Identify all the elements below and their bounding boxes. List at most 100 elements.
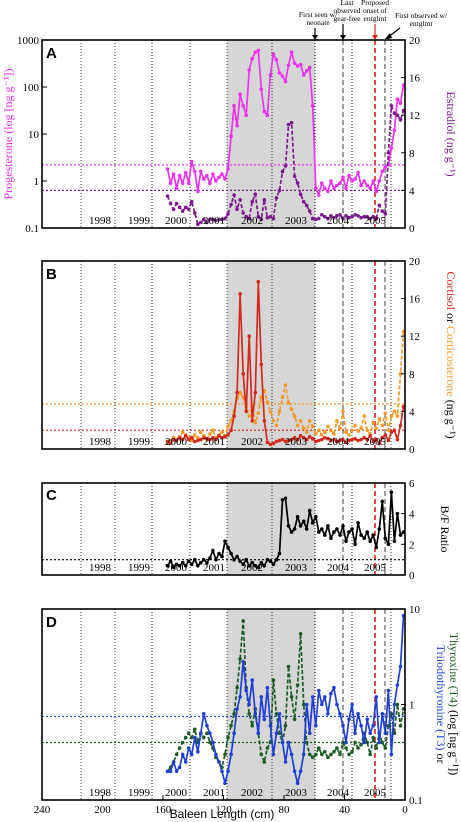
year-label: 2005 bbox=[364, 787, 387, 799]
y-tick-label: 1 bbox=[34, 176, 40, 188]
cortisol-point bbox=[326, 436, 330, 441]
axis-title-or: or bbox=[434, 750, 448, 763]
y-tick-label: 0.1 bbox=[25, 223, 39, 235]
year-label: 2004 bbox=[327, 562, 350, 574]
year-label: 2002 bbox=[241, 436, 263, 448]
corticosterone-point bbox=[392, 409, 397, 414]
cortisol-point bbox=[211, 435, 215, 440]
t3-point bbox=[310, 695, 315, 699]
cortisol-label: Cortisol bbox=[444, 271, 458, 310]
estradiol-point bbox=[389, 104, 394, 108]
t4-point bbox=[341, 740, 345, 745]
cortisol-point bbox=[392, 428, 397, 433]
t4-point bbox=[374, 746, 379, 750]
cortisol-point bbox=[386, 438, 391, 443]
t3-point bbox=[335, 702, 339, 707]
t3-point bbox=[295, 781, 300, 785]
t4-point bbox=[193, 727, 197, 732]
progesterone-point bbox=[359, 183, 363, 188]
progesterone-point bbox=[232, 103, 236, 108]
estradiol-point bbox=[317, 216, 321, 221]
progesterone-point bbox=[310, 103, 315, 108]
cortisol-point bbox=[244, 409, 248, 414]
estradiol-point bbox=[298, 192, 303, 196]
corticosterone-point bbox=[180, 430, 185, 434]
progesterone-point bbox=[280, 74, 285, 78]
estradiol-point bbox=[350, 214, 354, 219]
ratio-point bbox=[177, 564, 182, 568]
ratio-point bbox=[365, 530, 370, 534]
t3-point bbox=[326, 712, 330, 716]
year-label: 1998 bbox=[89, 436, 112, 448]
year-label: 2005 bbox=[364, 215, 387, 227]
progesterone-point bbox=[214, 179, 218, 183]
cortisol-point bbox=[389, 430, 394, 434]
t4-point bbox=[356, 746, 360, 750]
t3-point bbox=[286, 740, 291, 745]
t4-point bbox=[189, 735, 194, 740]
y-tick-label: 4 bbox=[409, 185, 415, 197]
t3-point bbox=[196, 750, 200, 754]
ratio-point bbox=[326, 524, 330, 528]
corticosterone-point bbox=[362, 414, 367, 418]
t3-point bbox=[320, 702, 324, 707]
plot-frame bbox=[41, 260, 406, 450]
progesterone-point bbox=[223, 177, 227, 181]
progesterone-point bbox=[344, 186, 348, 191]
progesterone-point bbox=[253, 50, 258, 54]
corticosterone-point bbox=[298, 419, 303, 423]
cortisol-point bbox=[298, 434, 303, 438]
cortisol-point bbox=[323, 435, 327, 440]
estradiol-point bbox=[244, 214, 248, 219]
year-label: 2000 bbox=[165, 787, 188, 799]
year-label: 2003 bbox=[285, 215, 308, 227]
t4-point bbox=[186, 731, 191, 735]
progesterone-point bbox=[186, 181, 191, 185]
estradiol-point bbox=[232, 193, 236, 197]
estradiol-point bbox=[235, 207, 239, 211]
ratio-point bbox=[244, 557, 248, 562]
ratio-point bbox=[395, 511, 400, 516]
ratio-point bbox=[289, 530, 294, 534]
t3-point bbox=[271, 752, 276, 757]
t4-point bbox=[271, 678, 276, 682]
estradiol-point bbox=[295, 181, 300, 185]
t3-point bbox=[168, 769, 173, 774]
corticosterone-point bbox=[283, 383, 288, 387]
estradiol-point bbox=[199, 220, 203, 225]
corticosterone-point bbox=[256, 411, 261, 416]
ratio-point bbox=[350, 527, 354, 531]
t3-point bbox=[377, 740, 382, 745]
progesterone-point bbox=[317, 193, 321, 197]
arrowhead-icon bbox=[340, 35, 346, 40]
cortisol-point bbox=[344, 440, 348, 445]
progesterone-point bbox=[338, 181, 342, 185]
ratio-point bbox=[262, 564, 267, 568]
ratio-point bbox=[344, 539, 348, 544]
annotation-onset: Proposed onset of entglmt bbox=[361, 0, 389, 23]
t4-point bbox=[323, 750, 327, 754]
annotation-first-seen-line2: neonate bbox=[306, 18, 330, 27]
y-tick-label: 0 bbox=[409, 223, 415, 235]
progesterone-point bbox=[189, 159, 194, 164]
cortisol-point bbox=[280, 437, 285, 442]
progesterone-point bbox=[320, 181, 324, 185]
estradiol-point bbox=[341, 216, 345, 221]
year-label: 2003 bbox=[285, 436, 308, 448]
t4-point bbox=[371, 735, 376, 740]
y-tick-label: 16 bbox=[409, 294, 421, 306]
ratio-point bbox=[265, 557, 270, 562]
estradiol-point bbox=[223, 216, 227, 221]
estradiol-point bbox=[356, 214, 360, 218]
estradiol-point bbox=[171, 207, 176, 211]
cortisol-point bbox=[241, 372, 245, 376]
t3-point bbox=[262, 717, 267, 722]
cortisol-point bbox=[247, 334, 251, 339]
t3-point bbox=[256, 731, 261, 735]
panel-b: 0 4 8 12 16 20 1998 1999 2000 2001 2002 2003 2004 20… bbox=[41, 256, 458, 456]
progesterone-point bbox=[277, 71, 282, 75]
x-tick-label: 40 bbox=[339, 804, 351, 816]
corticosterone-point bbox=[371, 420, 376, 425]
year-label: 2005 bbox=[364, 436, 387, 448]
